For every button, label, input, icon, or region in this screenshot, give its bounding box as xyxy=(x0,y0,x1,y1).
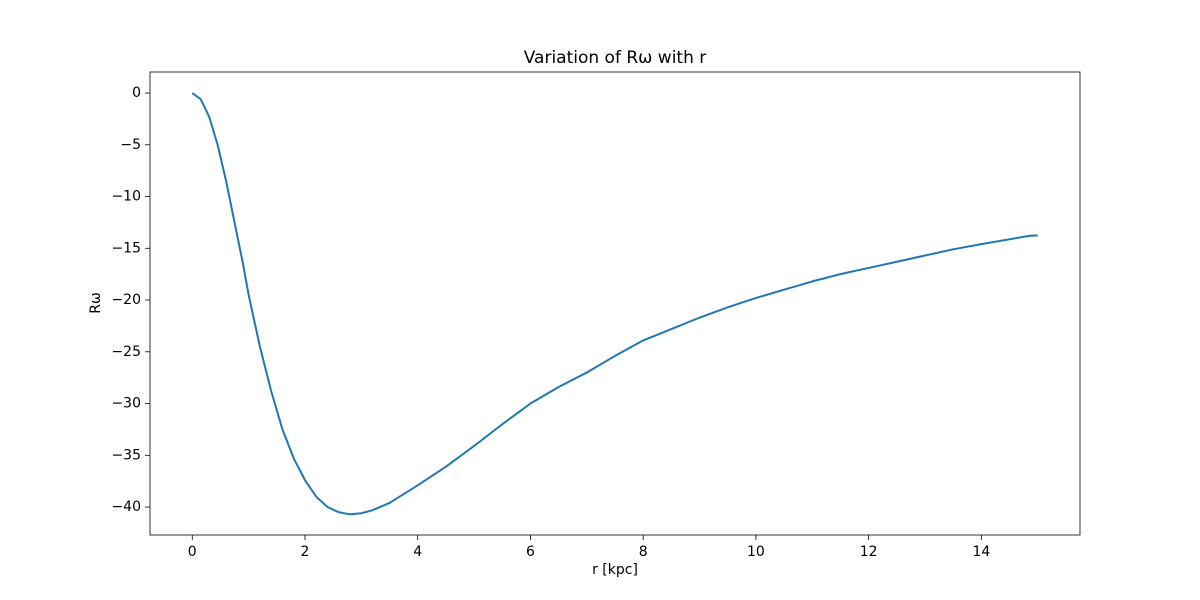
data-line xyxy=(191,92,1038,516)
y-tick-label: −25 xyxy=(111,344,141,360)
x-tick-label: 14 xyxy=(972,544,990,560)
x-tick-label: 12 xyxy=(860,544,878,560)
x-tick-label: 8 xyxy=(639,544,648,560)
x-tick-label: 10 xyxy=(747,544,765,560)
x-tick-label: 4 xyxy=(413,544,422,560)
y-tick-label: −30 xyxy=(111,396,141,412)
y-tick-label: −15 xyxy=(111,240,141,256)
y-tick-label: −10 xyxy=(111,189,141,205)
chart-title: Variation of Rω with r xyxy=(524,48,707,68)
y-tick-label: −5 xyxy=(120,137,141,153)
y-tick-label: −20 xyxy=(111,292,141,308)
y-tick-label: 0 xyxy=(132,85,141,101)
y-tick-label: −35 xyxy=(111,447,141,463)
y-tick-label: −40 xyxy=(111,499,141,515)
x-tick-label: 6 xyxy=(526,544,535,560)
x-tick-label: 2 xyxy=(301,544,310,560)
x-tick-label: 0 xyxy=(188,544,197,560)
plot-frame xyxy=(149,71,1081,536)
y-axis-label: Rω xyxy=(88,292,104,313)
x-axis-label: r [kpc] xyxy=(592,562,638,578)
